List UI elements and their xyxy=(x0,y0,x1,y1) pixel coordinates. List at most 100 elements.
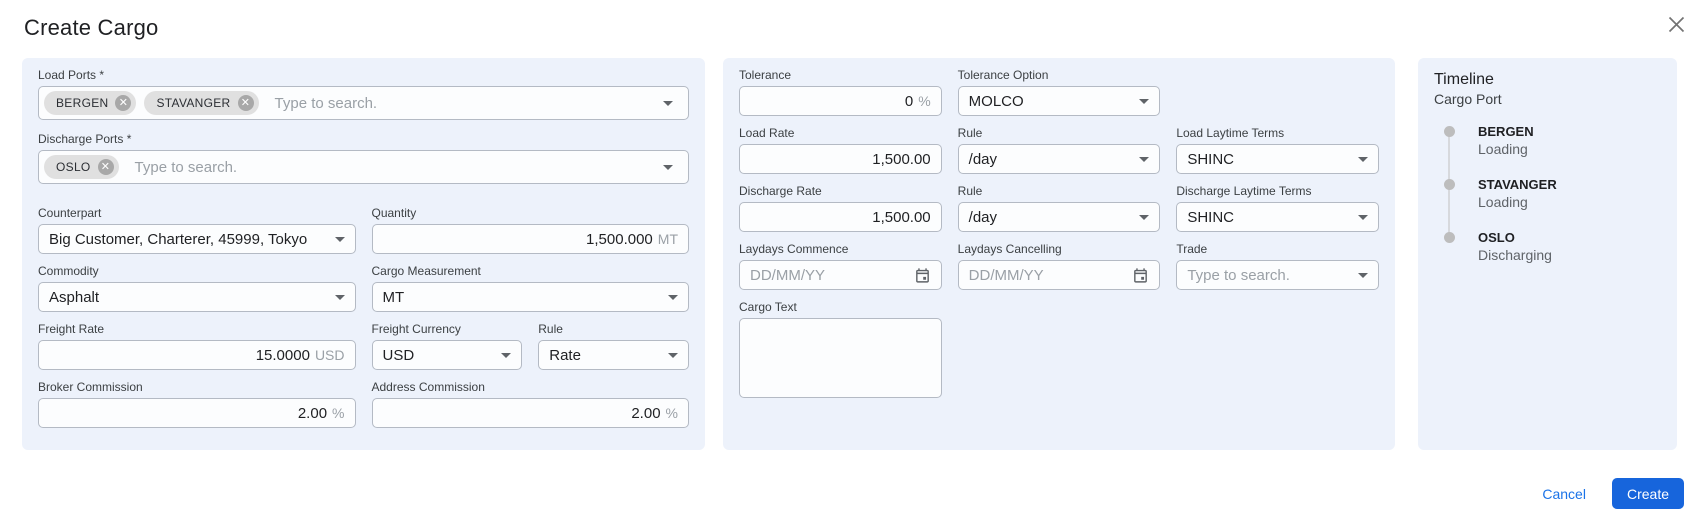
quantity-input[interactable]: 1,500.000 MT xyxy=(371,224,689,254)
freight-rate-label: Freight Rate xyxy=(38,322,105,336)
load-laytime-terms-label: Load Laytime Terms xyxy=(1176,126,1285,140)
discharge-rate-value: 1,500.00 xyxy=(872,208,931,226)
timeline-item: OSLO Discharging xyxy=(1444,230,1661,264)
freight-rule-value: Rate xyxy=(549,346,581,364)
timeline-title: Timeline xyxy=(1434,71,1494,88)
broker-commission-unit: % xyxy=(332,405,345,421)
counterpart-value: Big Customer, Charterer, 45999, Tokyo xyxy=(49,230,308,248)
load-rate-label: Load Rate xyxy=(739,126,795,140)
discharge-rule-label: Rule xyxy=(957,184,983,198)
timeline-activity: Discharging xyxy=(1478,247,1552,263)
discharge-port-chip[interactable]: OSLO ✕ xyxy=(44,155,119,179)
chevron-down-icon xyxy=(501,352,512,358)
chevron-down-icon xyxy=(668,352,678,358)
freight-rate-unit: USD xyxy=(314,347,345,363)
discharge-ports-input[interactable]: OSLO ✕ Type to search. xyxy=(38,150,689,184)
laydays-commence-placeholder: DD/MM/YY xyxy=(750,266,825,284)
chevron-down-icon xyxy=(663,100,673,106)
tolerance-option-label: Tolerance Option xyxy=(957,68,1049,82)
chevron-down-icon xyxy=(334,294,345,300)
cargo-text-input[interactable] xyxy=(739,318,942,398)
timeline-section: Timeline Cargo Port BERGEN Loading STAVA… xyxy=(1418,58,1677,450)
load-rate-input[interactable]: 1,500.00 xyxy=(739,144,942,174)
cargo-measurement-label: Cargo Measurement xyxy=(371,264,481,278)
calendar-icon[interactable] xyxy=(1132,267,1149,284)
counterpart-label: Counterpart xyxy=(38,206,102,220)
chip-label: OSLO xyxy=(56,160,91,174)
timeline-item: BERGEN Loading xyxy=(1444,124,1661,158)
chip-remove-icon[interactable]: ✕ xyxy=(115,95,132,111)
freight-rate-input[interactable]: 15.0000 USD xyxy=(38,340,356,370)
chip-remove-icon[interactable]: ✕ xyxy=(97,159,114,175)
load-laytime-terms-select[interactable]: SHINC xyxy=(1176,144,1379,174)
discharge-ports-label: Discharge Ports * xyxy=(38,132,132,146)
quantity-value: 1,500.000 xyxy=(586,230,653,248)
load-rate-value: 1,500.00 xyxy=(872,150,931,168)
chip-label: BERGEN xyxy=(56,96,109,110)
load-laytime-terms-value: SHINC xyxy=(1187,150,1234,168)
chip-remove-icon[interactable]: ✕ xyxy=(237,95,254,111)
chevron-down-icon xyxy=(334,236,345,242)
cargo-main-section: Load Ports * BERGEN ✕ STAVANGER ✕ Type t… xyxy=(22,58,705,450)
discharge-ports-search-placeholder: Type to search. xyxy=(134,158,238,176)
discharge-laytime-terms-label: Discharge Laytime Terms xyxy=(1176,184,1312,198)
timeline-activity: Loading xyxy=(1478,141,1528,157)
laydays-cancelling-input[interactable]: DD/MM/YY xyxy=(957,260,1161,290)
discharge-rule-value: /day xyxy=(968,208,998,226)
load-rule-value: /day xyxy=(968,150,998,168)
laydays-commence-label: Laydays Commence xyxy=(739,242,849,256)
freight-rule-select[interactable]: Rate xyxy=(538,340,689,370)
trade-input[interactable]: Type to search. xyxy=(1176,260,1379,290)
freight-rule-label: Rule xyxy=(538,322,563,336)
timeline-dot-icon xyxy=(1444,126,1455,137)
laydays-commence-input[interactable]: DD/MM/YY xyxy=(739,260,942,290)
timeline-dot-icon xyxy=(1444,232,1455,243)
commodity-value: Asphalt xyxy=(49,288,100,306)
tolerance-option-select[interactable]: MOLCO xyxy=(957,86,1161,116)
close-button[interactable] xyxy=(1663,14,1689,40)
timeline-list: BERGEN Loading STAVANGER Loading OSLO Di… xyxy=(1434,124,1661,264)
load-ports-label: Load Ports * xyxy=(38,68,105,82)
counterpart-select[interactable]: Big Customer, Charterer, 45999, Tokyo xyxy=(38,224,356,254)
chevron-down-icon xyxy=(663,164,673,170)
commodity-select[interactable]: Asphalt xyxy=(38,282,356,312)
dialog-footer: Cancel Create xyxy=(1542,478,1684,509)
commodity-label: Commodity xyxy=(38,264,99,278)
freight-currency-value: USD xyxy=(382,346,415,364)
freight-rate-value: 15.0000 xyxy=(255,346,310,364)
broker-commission-input[interactable]: 2.00 % xyxy=(38,398,356,428)
chevron-down-icon xyxy=(1139,98,1150,104)
chevron-down-icon xyxy=(1139,156,1150,162)
trade-label: Trade xyxy=(1176,242,1208,256)
tolerance-input[interactable]: 0 % xyxy=(739,86,942,116)
cargo-measurement-value: MT xyxy=(382,288,405,306)
freight-currency-label: Freight Currency xyxy=(371,322,461,336)
quantity-label: Quantity xyxy=(371,206,417,220)
timeline-activity: Loading xyxy=(1478,194,1528,210)
address-commission-label: Address Commission xyxy=(371,380,485,394)
chevron-down-icon xyxy=(668,294,678,300)
laydays-cancelling-label: Laydays Cancelling xyxy=(957,242,1062,256)
load-ports-search-placeholder: Type to search. xyxy=(274,94,378,112)
close-icon xyxy=(1668,16,1685,38)
calendar-icon[interactable] xyxy=(914,267,931,284)
cancel-button[interactable]: Cancel xyxy=(1542,485,1586,502)
timeline-port: STAVANGER xyxy=(1478,177,1557,192)
discharge-laytime-terms-select[interactable]: SHINC xyxy=(1176,202,1379,232)
chevron-down-icon xyxy=(1358,272,1368,278)
create-button[interactable]: Create xyxy=(1611,478,1684,509)
tolerance-option-value: MOLCO xyxy=(968,92,1024,110)
load-port-chip[interactable]: STAVANGER ✕ xyxy=(144,91,259,115)
load-ports-input[interactable]: BERGEN ✕ STAVANGER ✕ Type to search. xyxy=(38,86,689,120)
page-title: Create Cargo xyxy=(24,15,159,40)
discharge-rate-input[interactable]: 1,500.00 xyxy=(739,202,942,232)
load-port-chip[interactable]: BERGEN ✕ xyxy=(44,91,137,115)
discharge-rule-select[interactable]: /day xyxy=(957,202,1161,232)
load-rule-select[interactable]: /day xyxy=(957,144,1161,174)
timeline-subtitle: Cargo Port xyxy=(1434,91,1502,107)
address-commission-input[interactable]: 2.00 % xyxy=(371,398,689,428)
cargo-measurement-select[interactable]: MT xyxy=(371,282,689,312)
address-commission-value: 2.00 xyxy=(631,404,661,422)
freight-currency-select[interactable]: USD xyxy=(371,340,523,370)
